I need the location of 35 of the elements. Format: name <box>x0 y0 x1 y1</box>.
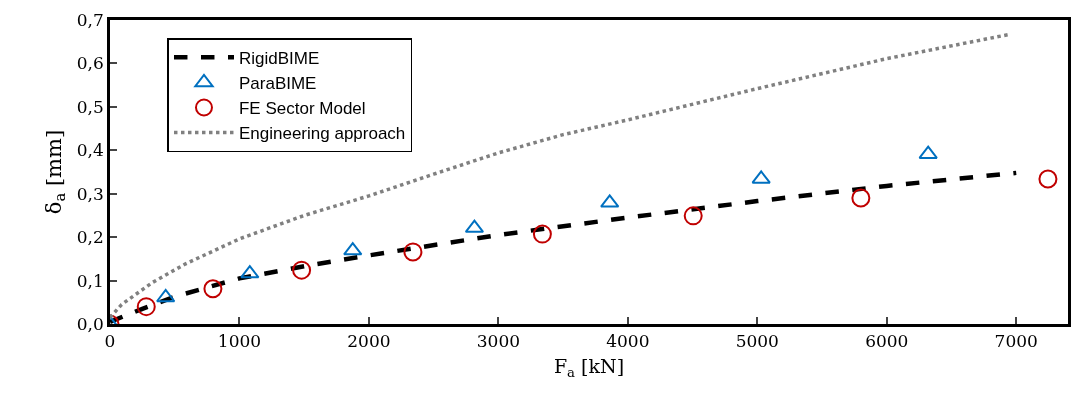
legend-label: RigidBIME <box>238 48 320 68</box>
y-tick-label: 0,0 <box>76 313 104 334</box>
x-tick-label: 3000 <box>476 331 521 352</box>
y-tick-label: 0,7 <box>76 9 104 30</box>
legend-label: Engineering approach <box>238 124 406 144</box>
x-tick-label: 0 <box>104 331 116 352</box>
legend-label: ParaBIME <box>238 74 317 94</box>
point <box>292 260 312 280</box>
y-tick-label: 0,4 <box>76 140 104 161</box>
point <box>918 145 938 159</box>
point <box>403 242 423 262</box>
point <box>203 279 223 299</box>
x-tick-label: 1000 <box>217 331 262 352</box>
y-tick-label: 0,3 <box>76 183 104 204</box>
point <box>600 194 620 208</box>
point <box>532 224 552 244</box>
point <box>1038 169 1058 189</box>
point <box>751 170 771 184</box>
x-tick-label: 2000 <box>347 331 391 352</box>
point <box>240 265 260 279</box>
legend-label: FE Sector Model <box>238 99 366 119</box>
x-tick-label: 5000 <box>735 331 779 352</box>
point <box>683 206 703 226</box>
point <box>136 297 156 317</box>
y-tick-label: 0,5 <box>76 96 104 117</box>
x-tick-label: 4000 <box>606 331 650 352</box>
x-tick-label: 7000 <box>994 331 1038 352</box>
y-tick-label: 0,2 <box>76 227 104 248</box>
point <box>343 242 363 256</box>
y-tick-label: 0,1 <box>76 270 104 291</box>
x-tick-label: 6000 <box>865 331 909 352</box>
point <box>156 289 176 303</box>
y-tick-label: 0,6 <box>76 53 104 74</box>
x-axis-title: F$_{a}$ [kN] <box>553 354 625 380</box>
point <box>851 188 871 208</box>
